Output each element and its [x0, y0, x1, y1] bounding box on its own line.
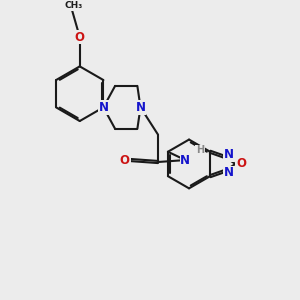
- Text: N: N: [224, 148, 234, 161]
- Text: N: N: [180, 154, 190, 166]
- Text: N: N: [98, 101, 108, 114]
- Text: O: O: [75, 31, 85, 44]
- Text: N: N: [224, 167, 234, 179]
- Text: O: O: [120, 154, 130, 166]
- Text: O: O: [236, 158, 246, 170]
- Text: H: H: [196, 145, 204, 155]
- Text: CH₃: CH₃: [65, 2, 83, 10]
- Text: N: N: [136, 101, 146, 114]
